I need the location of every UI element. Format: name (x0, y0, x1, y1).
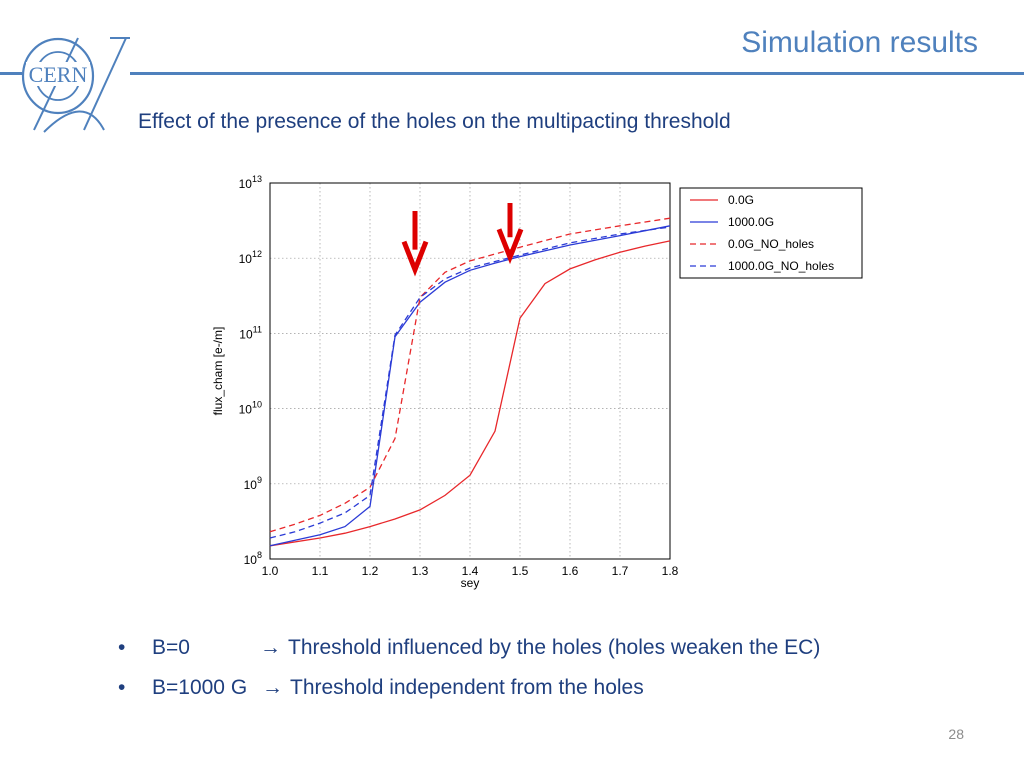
x-axis-label: sey (461, 576, 480, 590)
cern-logo-line (83, 37, 127, 131)
slide-subtitle: Effect of the presence of the holes on t… (138, 110, 731, 133)
x-tick-label: 1.6 (562, 564, 579, 578)
y-axis-label: flux_cham [e-/m] (211, 327, 225, 416)
x-tick-label: 1.3 (412, 564, 429, 578)
x-tick-label: 1.4 (462, 564, 479, 578)
bullet-list: • B=0 → Threshold influenced by the holes (… (118, 628, 820, 708)
bullet-dot: • (118, 636, 126, 659)
bullet-dot: • (118, 676, 126, 699)
series-line (269, 240, 671, 547)
bullet-text: Threshold independent from the holes (290, 676, 644, 699)
plot-frame (269, 182, 671, 560)
cern-logo-text: CERN (29, 62, 88, 87)
bullet-item: • B=0 → Threshold influenced by the holes (… (118, 628, 820, 668)
legend-label: 0.0G (728, 193, 754, 207)
legend-box (679, 187, 863, 279)
annotation-arrow-head (496, 228, 524, 265)
series-line (269, 226, 671, 539)
x-tick-label: 1.1 (312, 564, 329, 578)
x-tick-label: 1.7 (612, 564, 629, 578)
x-tick-label: 1.2 (362, 564, 379, 578)
x-tick-label: 1.5 (512, 564, 529, 578)
flux-chart: 1.0 1.1 1.2 1.3 1.4 1.5 1.6 1.7 1.8 108 109 1010 101… (211, 174, 863, 590)
x-tick-label: 1.8 (662, 564, 679, 578)
y-tick-label: 109 (244, 475, 262, 492)
header-rule-left (0, 72, 22, 75)
arrow-right-icon: → (260, 636, 281, 659)
y-tick-label: 1011 (239, 324, 262, 341)
legend-label: 1000.0G_NO_holes (728, 259, 834, 273)
bullet-label: B=1000 G (152, 676, 248, 699)
legend-label: 0.0G_NO_holes (728, 237, 814, 251)
bullet-text: Threshold influenced by the holes (holes… (288, 636, 821, 659)
annotation-arrow-head (401, 240, 429, 277)
series-line (269, 217, 671, 533)
cern-logo-ring (21, 37, 95, 115)
cern-logo: CERN (21, 37, 130, 133)
legend-label: 1000.0G (728, 215, 774, 229)
bullet-item: • B=1000 G → Threshold independent from the… (118, 668, 820, 708)
series-line (269, 225, 671, 547)
cern-logo-textbg (26, 62, 90, 86)
y-tick-label: 108 (244, 550, 262, 567)
arrow-right-icon: → (262, 676, 283, 699)
x-tick-label: 1.0 (262, 564, 279, 578)
bullet-label: B=0 (152, 636, 190, 659)
cern-logo-curve (43, 110, 105, 133)
y-tick-label: 1013 (239, 174, 262, 191)
header-rule-right (130, 72, 1024, 75)
y-tick-label: 1010 (239, 400, 262, 417)
slide-title: Simulation results (741, 26, 978, 59)
page-number: 28 (948, 726, 964, 742)
y-tick-label: 1012 (239, 249, 262, 266)
